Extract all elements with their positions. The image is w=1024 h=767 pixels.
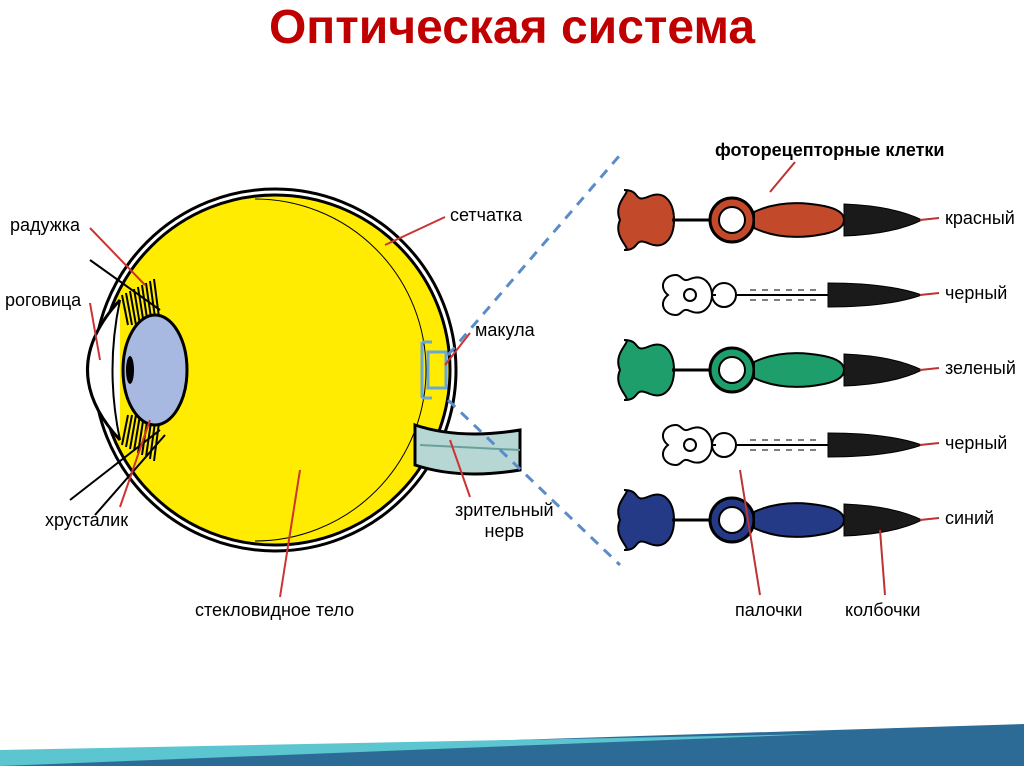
footer-rule [0, 720, 1024, 766]
stage: Оптическая система радужка роговица хрус… [0, 0, 1024, 767]
photoreceptor-cells [0, 0, 1024, 767]
